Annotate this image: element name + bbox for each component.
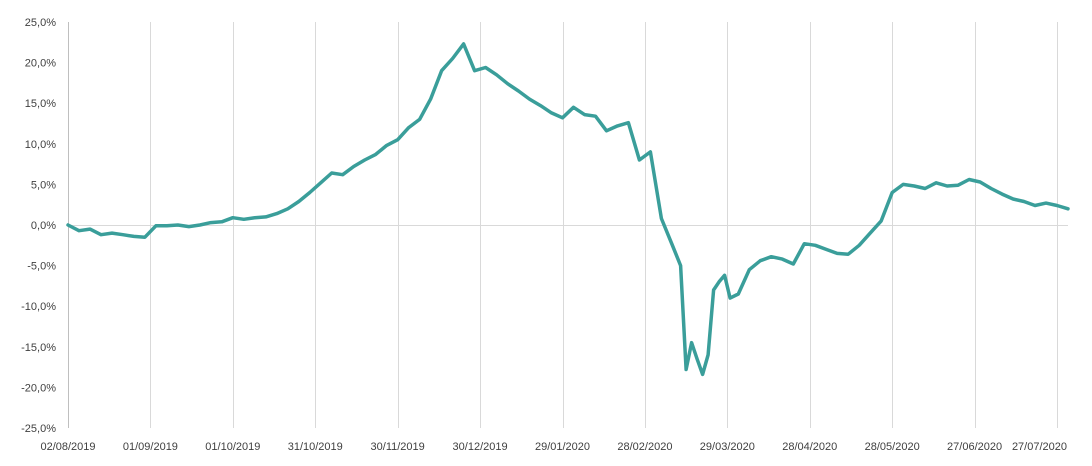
series-layer [66, 42, 1070, 377]
y-tick-label: 0,0% [31, 220, 56, 232]
x-tick-label: 28/04/2020 [782, 441, 837, 453]
x-tick-labels: 02/08/2019 01/09/2019 01/10/2019 31/10/2019… [40, 441, 1067, 453]
y-tick-label: 5,0% [31, 179, 56, 191]
x-tick-label: 30/11/2019 [371, 441, 425, 453]
x-tick-label: 28/05/2020 [865, 441, 920, 453]
y-tick-labels: 25,0% 20,0% 15,0% 10,0% 5,0% 0,0% -5,0% -10,0% -… [21, 17, 56, 435]
y-tick-label: -5,0% [27, 261, 56, 273]
y-tick-label: -25,0% [21, 423, 56, 435]
y-tick-label: 20,0% [25, 58, 56, 70]
y-tick-label: 15,0% [25, 98, 56, 110]
x-tick-label: 31/10/2019 [288, 441, 343, 453]
x-tick-label: 27/07/2020 [1012, 441, 1067, 453]
y-tick-label: -15,0% [21, 342, 56, 354]
x-tick-label: 02/08/2019 [40, 441, 95, 453]
x-tick-label: 01/10/2019 [205, 441, 260, 453]
y-tick-label: -20,0% [21, 382, 56, 394]
y-tick-label: 25,0% [25, 17, 56, 29]
x-tick-label: 30/12/2019 [453, 441, 508, 453]
axis-layer [68, 22, 1068, 428]
series-line [66, 42, 1070, 377]
x-tick-label: 28/02/2020 [617, 441, 672, 453]
y-tick-label: -10,0% [21, 301, 56, 313]
x-tick-label: 29/01/2020 [535, 441, 590, 453]
x-tick-label: 01/09/2019 [123, 441, 178, 453]
x-tick-label: 29/03/2020 [700, 441, 755, 453]
x-tick-label: 27/06/2020 [947, 441, 1002, 453]
y-tick-label: 10,0% [25, 139, 56, 151]
